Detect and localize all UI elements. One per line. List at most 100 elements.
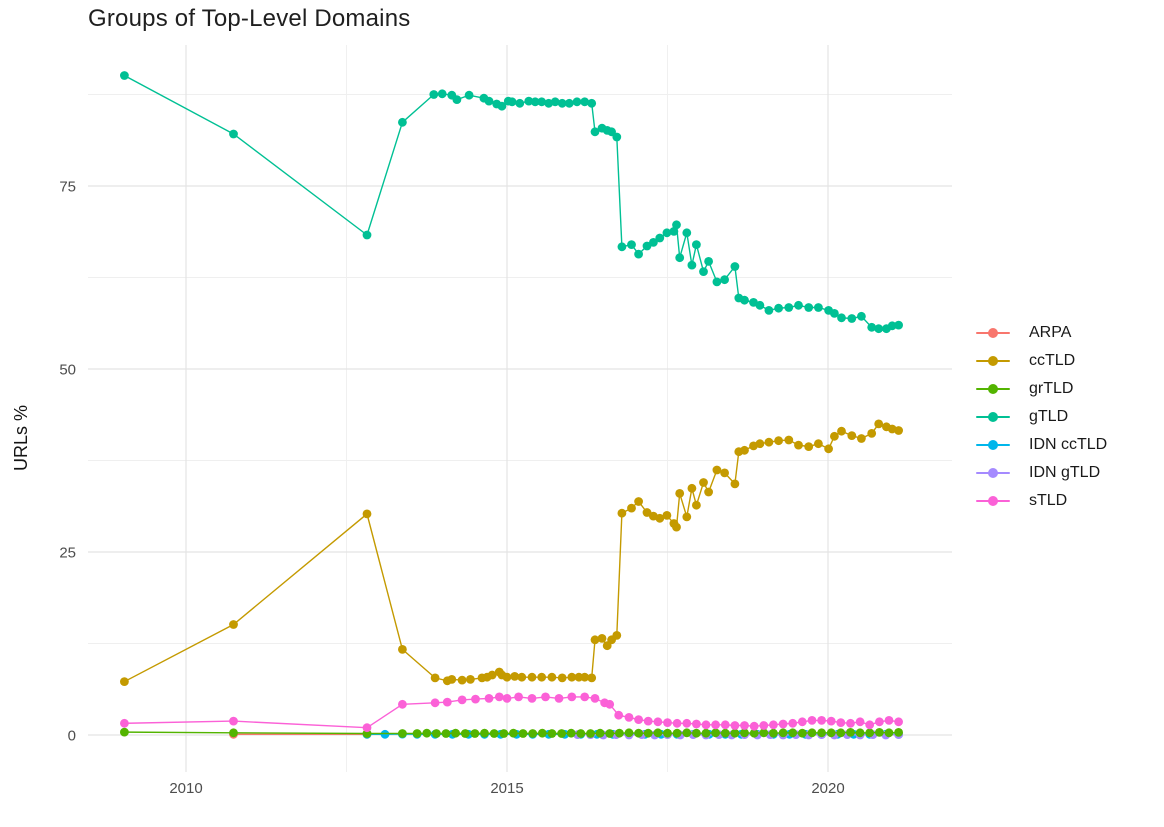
series-gtld-point — [740, 295, 749, 305]
series-gtld-point — [557, 98, 567, 108]
series-gtld-point — [804, 303, 814, 312]
y-tick-label: 75 — [59, 179, 76, 196]
series-cctld-point — [597, 634, 607, 643]
series-grtld-point — [547, 729, 557, 738]
series-grtld-point — [701, 728, 711, 738]
series-cctld-point — [557, 673, 567, 683]
series-grtld-point — [769, 728, 778, 738]
series-stld-point — [643, 716, 653, 726]
series-gtld-point — [867, 322, 877, 332]
series-cctld-point — [487, 670, 497, 680]
series-cctld-point — [774, 436, 783, 446]
series-stld-point — [701, 720, 711, 730]
series-grtld-point — [499, 729, 509, 738]
series-grtld-point — [624, 728, 634, 738]
series-stld-point — [778, 719, 788, 729]
series-gtld-point — [830, 309, 839, 318]
series-stld-point — [672, 718, 682, 728]
series-cctld-point — [867, 429, 877, 438]
series-grtld-point — [518, 729, 528, 738]
series-gtld-point — [712, 277, 722, 287]
series-cctld-point — [704, 487, 713, 497]
series-cctld-point — [527, 672, 537, 682]
series-cctld-point — [675, 489, 685, 498]
series-stld-point — [605, 699, 615, 709]
legend-entry-gtld: gTLD — [976, 403, 1107, 431]
y-axis-title: URLs % — [11, 405, 31, 472]
series-gtld-point — [894, 320, 903, 330]
series-cctld-point — [587, 673, 597, 683]
series-stld-point — [865, 720, 875, 730]
series-stld-point — [740, 721, 749, 730]
legend-entry-idn-cctld: IDN ccTLD — [976, 431, 1107, 459]
series-gtld-point — [687, 260, 697, 270]
series-gtld-point — [634, 249, 643, 259]
legend: ARPA ccTLD grTLD gTLD IDN ccTLD IDN gTLD sTLD — [976, 319, 1107, 515]
series-stld-point — [614, 710, 624, 720]
series-gtld-point — [764, 306, 774, 315]
series-cctld-point — [502, 672, 512, 682]
series-grtld — [120, 727, 903, 738]
series-grtld-point — [489, 729, 499, 738]
series-grtld-point — [807, 728, 817, 738]
series-cctld-point — [740, 445, 749, 455]
series-grtld-point — [422, 728, 432, 738]
series-arpa — [229, 729, 372, 739]
series-cctld-point — [712, 465, 722, 475]
series-gtld-point — [120, 71, 129, 80]
series-stld-point — [846, 718, 855, 728]
series-gtld-point — [572, 97, 582, 107]
series-stld-point — [567, 692, 577, 702]
series-cctld-point — [537, 672, 547, 682]
series-gtld-point — [669, 227, 679, 236]
series-grtld-point — [740, 728, 749, 738]
series-grtld-point — [615, 728, 624, 738]
legend-label: sTLD — [1029, 492, 1068, 509]
series-gtld-point — [627, 240, 636, 250]
legend-key-idn-cctld-icon — [976, 437, 1010, 453]
series-stld-point — [442, 697, 452, 707]
series-stld-point — [514, 692, 523, 702]
series-cctld-point — [687, 483, 697, 493]
series-gtld-point — [655, 233, 665, 243]
series-stld-point — [759, 721, 769, 730]
series-gtld-point — [429, 90, 439, 99]
series-cctld-point — [517, 672, 527, 682]
series-grtld-point — [605, 729, 615, 738]
series-gtld-point — [720, 275, 729, 285]
series-grtld-point — [692, 728, 701, 738]
series-grtld-point — [894, 728, 903, 737]
series-cctld-point — [784, 435, 794, 445]
series-gtld-point — [497, 101, 507, 111]
series-cctld-point — [847, 431, 857, 440]
series-gtld-point — [672, 220, 681, 230]
series-grtld-point — [586, 729, 595, 738]
series-gtld-point — [524, 96, 534, 106]
series-grtld-point — [398, 729, 407, 738]
series-gtld-point — [452, 95, 462, 104]
x-tick-label: 2020 — [811, 780, 844, 797]
series-stld-point — [817, 716, 826, 725]
series-cctld-point — [612, 631, 622, 640]
series-cctld-point — [617, 508, 627, 518]
series-cctld-point — [730, 479, 740, 489]
series-grtld-point — [576, 729, 586, 738]
legend-dot-swatch — [988, 356, 998, 366]
series-grtld-point — [441, 729, 451, 738]
series-stld-point — [836, 718, 846, 727]
series-grtld-point — [460, 729, 470, 738]
series-stld-point — [502, 694, 512, 703]
series-cctld-point — [699, 478, 708, 487]
series-grtld-point — [229, 728, 238, 738]
series-gtld-point — [642, 241, 652, 251]
chart-title: Groups of Top-Level Domains — [88, 5, 411, 32]
series-gtld-point — [649, 238, 658, 247]
legend-key-grtld-icon — [976, 381, 1010, 397]
series-cctld-point — [580, 672, 590, 682]
series-stld-point — [711, 720, 720, 730]
legend-label: grTLD — [1029, 380, 1074, 397]
series-grtld-point — [836, 728, 846, 738]
series-grtld-point — [653, 728, 663, 738]
series-cctld-point — [567, 672, 577, 682]
series-stld-point — [884, 716, 894, 725]
